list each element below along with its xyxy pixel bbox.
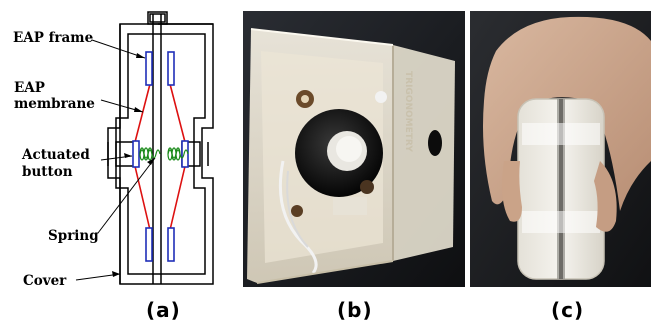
wires <box>278 160 318 274</box>
caption-c: (c) <box>551 298 585 322</box>
device-photo-open: TRIGONOMETRY <box>243 11 465 287</box>
door-hole <box>428 130 442 156</box>
label-spring: Spring <box>48 228 99 244</box>
caption-b: (b) <box>337 298 373 322</box>
schematic-diagram: EAP frame EAP membrane Actuated button S… <box>0 0 232 292</box>
arrow-heads <box>112 53 155 277</box>
eap-frame <box>132 51 189 262</box>
device-photo-hand <box>470 11 651 287</box>
label-actuated-button-1: Actuated <box>21 147 90 163</box>
label-eap-frame: EAP frame <box>13 30 93 46</box>
spring <box>139 147 189 161</box>
label-eap-membrane-2: membrane <box>14 96 95 112</box>
hand <box>483 16 651 211</box>
door-embossed-text: TRIGONOMETRY <box>403 71 413 152</box>
label-actuated-button-2: button <box>22 164 73 180</box>
label-cover: Cover <box>23 273 67 289</box>
label-eap-membrane-1: EAP <box>14 80 45 96</box>
leader-lines <box>75 39 156 281</box>
caption-a: (a) <box>146 298 181 322</box>
case-door <box>393 45 455 261</box>
eap-membrane <box>133 83 187 231</box>
cover-outline <box>107 11 214 285</box>
